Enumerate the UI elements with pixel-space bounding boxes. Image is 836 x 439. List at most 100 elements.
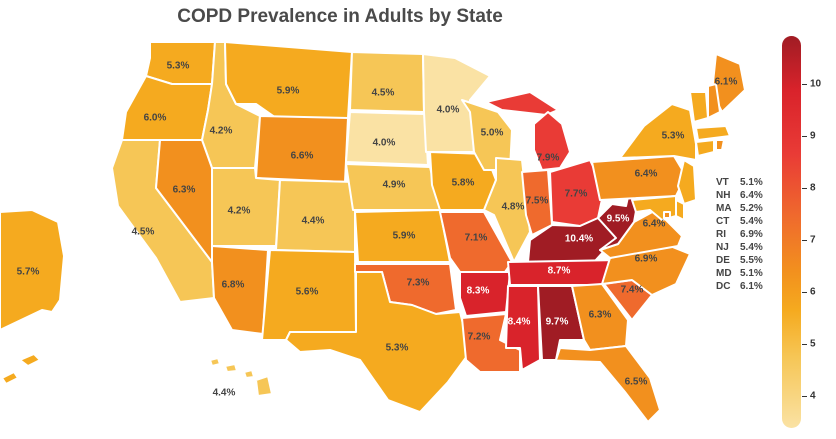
small-state-value: 5.1% (740, 268, 763, 279)
small-state-abbr: DE (716, 255, 730, 266)
state-hi-part-2[interactable] (243, 369, 255, 379)
legend-tick-label: 7 (810, 234, 816, 246)
state-ma[interactable] (695, 125, 731, 141)
state-ri[interactable] (715, 139, 725, 151)
state-ak-part-1[interactable] (19, 353, 41, 367)
state-hi-part-3[interactable] (255, 375, 273, 397)
small-state-row: CT 5.4% (716, 215, 772, 228)
small-state-row: NH 6.4% (716, 189, 772, 202)
state-hi[interactable] (209, 357, 221, 367)
state-label-ut: 4.2% (228, 206, 251, 217)
legend-tick-label: 5 (810, 338, 816, 350)
state-label-ga: 6.3% (589, 310, 612, 321)
small-state-abbr: DC (716, 281, 731, 292)
state-or[interactable] (121, 75, 213, 141)
state-tx[interactable] (285, 271, 471, 413)
small-state-value: 5.2% (740, 203, 763, 214)
state-nd[interactable] (349, 51, 425, 113)
state-az[interactable] (211, 245, 269, 335)
state-dc[interactable] (663, 211, 671, 219)
state-mi[interactable] (485, 91, 559, 116)
small-state-value: 5.4% (740, 216, 763, 227)
state-label-id: 4.2% (210, 126, 233, 137)
legend-tick (802, 396, 807, 397)
state-label-ok: 7.3% (407, 278, 430, 289)
state-label-tx: 5.3% (386, 343, 409, 354)
state-de[interactable] (675, 199, 685, 221)
small-state-abbr: NH (716, 190, 731, 201)
legend-tick (802, 344, 807, 345)
legend-tick-label: 4 (810, 390, 816, 402)
state-label-ia: 5.8% (452, 178, 475, 189)
state-label-tn: 8.7% (548, 266, 571, 277)
small-state-value: 6.4% (740, 190, 763, 201)
state-vt[interactable] (689, 91, 709, 123)
state-label-nc: 6.9% (635, 254, 658, 265)
state-nj[interactable] (677, 159, 697, 205)
small-state-row: MD 5.1% (716, 267, 772, 280)
legend-tick (802, 84, 807, 85)
state-sd[interactable] (345, 111, 429, 166)
state-label-sc: 7.4% (621, 285, 644, 296)
small-state-row: MA 5.2% (716, 202, 772, 215)
small-state-value: 6.9% (740, 229, 763, 240)
state-shapes (0, 41, 746, 423)
small-state-abbr: CT (716, 216, 730, 227)
small-state-row: DC 6.1% (716, 280, 772, 293)
small-state-row: DE 5.5% (716, 254, 772, 267)
small-state-abbr: RI (716, 229, 726, 240)
state-mi-part-1[interactable] (533, 111, 571, 171)
state-label-pa: 6.4% (635, 169, 658, 180)
state-label-al: 9.7% (546, 317, 569, 328)
legend-tick (802, 136, 807, 137)
state-in[interactable] (521, 169, 553, 236)
state-mt[interactable] (224, 41, 353, 119)
state-fl[interactable] (539, 345, 661, 423)
state-label-me: 6.1% (715, 77, 738, 88)
legend-tick-label: 9 (810, 130, 816, 142)
state-label-or: 6.0% (144, 113, 167, 124)
legend-tick (802, 240, 807, 241)
state-label-hi: 4.4% (213, 388, 236, 399)
state-label-in: 7.5% (526, 196, 549, 207)
state-ks[interactable] (354, 209, 451, 263)
state-label-nv: 6.3% (173, 185, 196, 196)
state-ak[interactable] (0, 209, 65, 331)
state-label-mn: 4.0% (437, 105, 460, 116)
state-label-nm: 5.6% (296, 287, 319, 298)
small-state-row: VT 5.1% (716, 176, 772, 189)
small-state-value: 5.4% (740, 242, 763, 253)
small-state-list: VT 5.1% NH 6.4% MA 5.2% CT 5.4% RI 6.9% NJ 5.4% DE 5.… (716, 176, 772, 293)
state-label-va: 6.4% (643, 219, 666, 230)
color-legend: 10 9 8 7 6 5 4 (782, 36, 822, 428)
state-wy[interactable] (255, 115, 349, 183)
small-state-abbr: MA (716, 203, 732, 214)
state-hi-part-1[interactable] (224, 363, 238, 373)
small-state-abbr: NJ (716, 242, 729, 253)
state-ct[interactable] (695, 139, 715, 157)
state-label-wi: 5.0% (481, 128, 504, 139)
state-label-ky: 10.4% (565, 234, 593, 245)
state-label-sd: 4.0% (373, 138, 396, 149)
state-label-fl: 6.5% (625, 377, 648, 388)
state-label-mo: 7.1% (465, 233, 488, 244)
map-title: COPD Prevalence in Adults by State (177, 6, 503, 27)
small-state-value: 5.1% (740, 177, 763, 188)
us-choropleth-map: 5.3% 6.0% 4.5% 4.2% 6.3% 5.9% 6.6% 4.2% 6.8% 4.4%… (0, 41, 746, 423)
state-label-ms: 8.4% (508, 317, 531, 328)
state-la[interactable] (461, 313, 521, 373)
state-label-wa: 5.3% (167, 61, 190, 72)
state-ar[interactable] (459, 271, 511, 317)
state-label-il: 4.8% (502, 202, 525, 213)
state-label-co: 4.4% (302, 216, 325, 227)
state-label-la: 7.2% (468, 332, 491, 343)
state-ny[interactable] (619, 103, 697, 161)
small-state-abbr: VT (716, 177, 729, 188)
legend-tick-label: 10 (810, 78, 822, 90)
legend-gradient-bar (782, 36, 801, 428)
legend-tick (802, 188, 807, 189)
state-label-ne: 4.9% (383, 180, 406, 191)
state-label-nd: 4.5% (372, 88, 395, 99)
state-label-ca: 4.5% (132, 227, 155, 238)
state-ak-part-2[interactable] (1, 371, 19, 385)
